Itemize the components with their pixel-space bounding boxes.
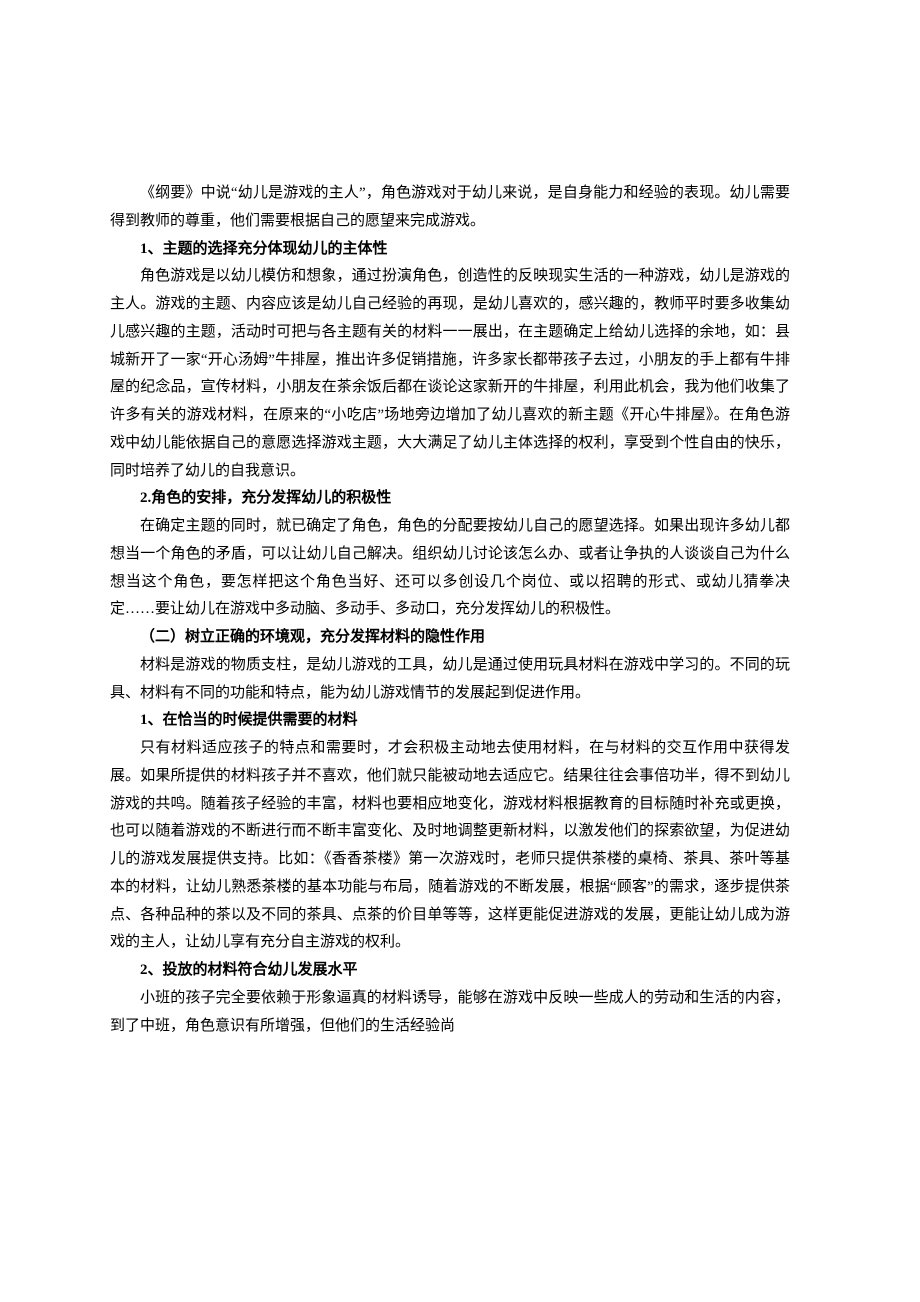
- paragraph-section-2-intro: 材料是游戏的物质支柱，是幼儿游戏的工具，幼儿是通过使用玩具材料在游戏中学习的。不…: [110, 652, 790, 708]
- paragraph-2-2: 小班的孩子完全要依赖于形象逼真的材料诱导，能够在游戏中反映一些成人的劳动和生活的…: [110, 985, 790, 1041]
- heading-section-2: （二）树立正确的环境观，充分发挥材料的隐性作用: [110, 624, 790, 652]
- heading-2: 2.角色的安排，充分发挥幼儿的积极性: [110, 485, 790, 513]
- heading-2-1: 1、在恰当的时候提供需要的材料: [110, 707, 790, 735]
- paragraph-2: 在确定主题的同时，就已确定了角色，角色的分配要按幼儿自己的愿望选择。如果出现许多…: [110, 513, 790, 624]
- heading-2-2: 2、投放的材料符合幼儿发展水平: [110, 957, 790, 985]
- document-content: 《纲要》中说“幼儿是游戏的主人”，角色游戏对于幼儿来说，是自身能力和经验的表现。…: [110, 180, 790, 1040]
- paragraph-1: 角色游戏是以幼儿模仿和想象，通过扮演角色，创造性的反映现实生活的一种游戏，幼儿是…: [110, 263, 790, 485]
- paragraph-2-1: 只有材料适应孩子的特点和需要时，才会积极主动地去使用材料，在与材料的交互作用中获…: [110, 735, 790, 957]
- intro-paragraph: 《纲要》中说“幼儿是游戏的主人”，角色游戏对于幼儿来说，是自身能力和经验的表现。…: [110, 180, 790, 236]
- heading-1: 1、主题的选择充分体现幼儿的主体性: [110, 236, 790, 264]
